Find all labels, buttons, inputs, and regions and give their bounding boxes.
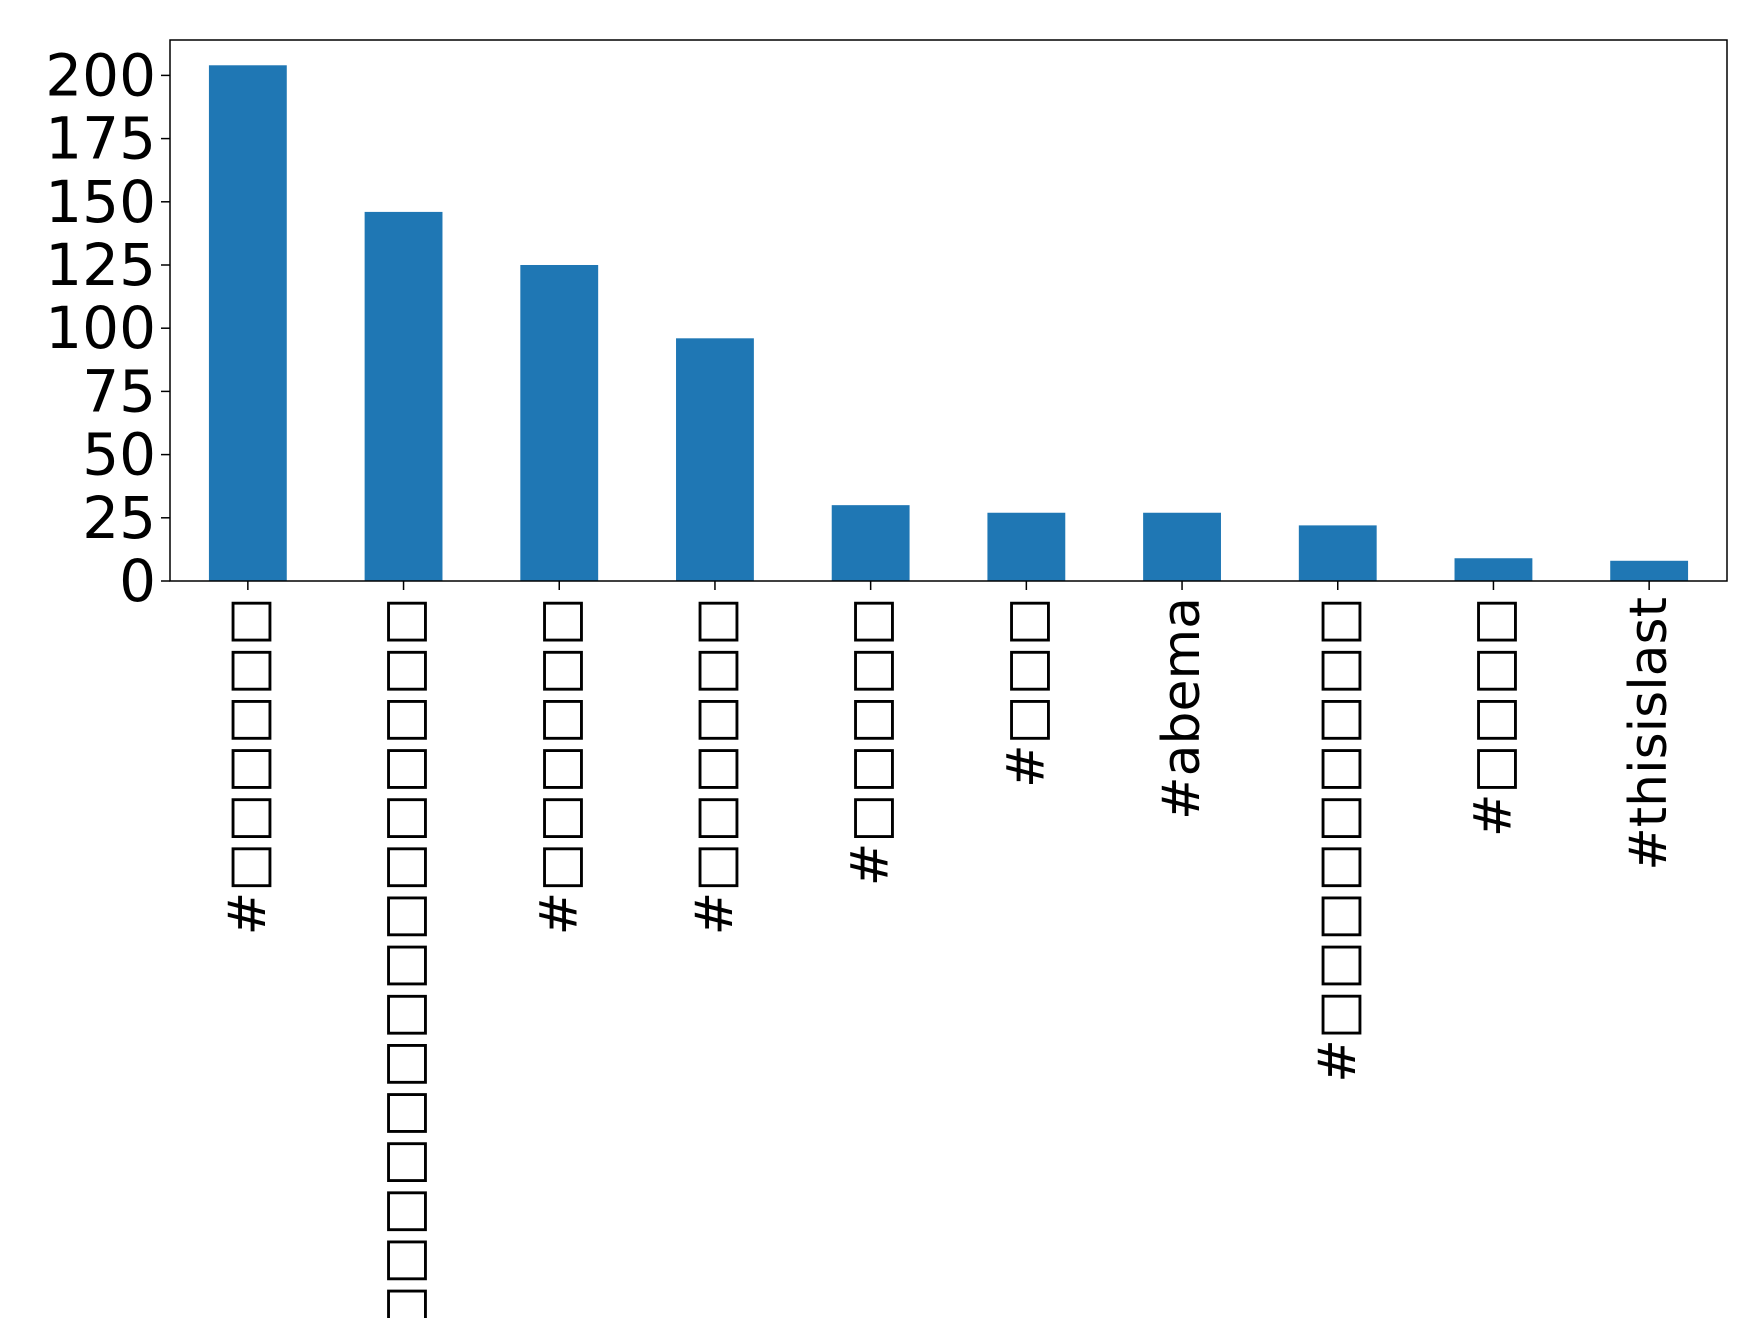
x-axis: #□□□□□□ #□□□□□□□□□□□□□□□ #□□□□□□ #□□□□□□ #□□…	[218, 581, 1679, 1318]
bar-2	[364, 211, 443, 581]
y-tick-label: 75	[82, 357, 156, 425]
x-tick-label: #abema	[1152, 597, 1212, 820]
x-tick-label: #□□□	[996, 597, 1056, 788]
y-tick-label: 125	[45, 231, 156, 299]
x-tick-label: #□□□□□	[841, 597, 901, 886]
y-tick-label: 175	[45, 105, 156, 173]
bar-8	[1298, 525, 1377, 581]
x-tick-label: #□□□□□□	[529, 597, 589, 935]
x-tick-label: #□□□□	[1463, 597, 1523, 837]
bar-4	[676, 338, 754, 581]
y-tick-label: 150	[45, 168, 156, 236]
y-tick-label: 100	[45, 294, 156, 362]
x-tick-label: #thisislast	[1619, 597, 1679, 871]
x-tick-label: #□□□□□□□□□□□□□□□	[374, 597, 434, 1318]
bar-5	[831, 505, 910, 581]
y-tick-label: 50	[82, 421, 156, 489]
bar-6	[987, 512, 1066, 581]
bars-group	[208, 65, 1689, 581]
bar-9	[1454, 558, 1533, 581]
plot-frame	[169, 39, 1728, 582]
bar-3	[520, 264, 599, 581]
bar-7	[1143, 512, 1221, 581]
y-tick-label: 25	[82, 484, 156, 552]
y-tick-label: 0	[119, 547, 156, 615]
y-tick-label: 200	[45, 41, 156, 109]
bar-1	[208, 65, 287, 581]
x-tick-label: #□□□□□□	[218, 597, 278, 935]
bar-10	[1610, 560, 1689, 581]
x-tick-label: #□□□□□□	[685, 597, 745, 935]
x-tick-label: #□□□□□□□□□	[1308, 597, 1368, 1083]
